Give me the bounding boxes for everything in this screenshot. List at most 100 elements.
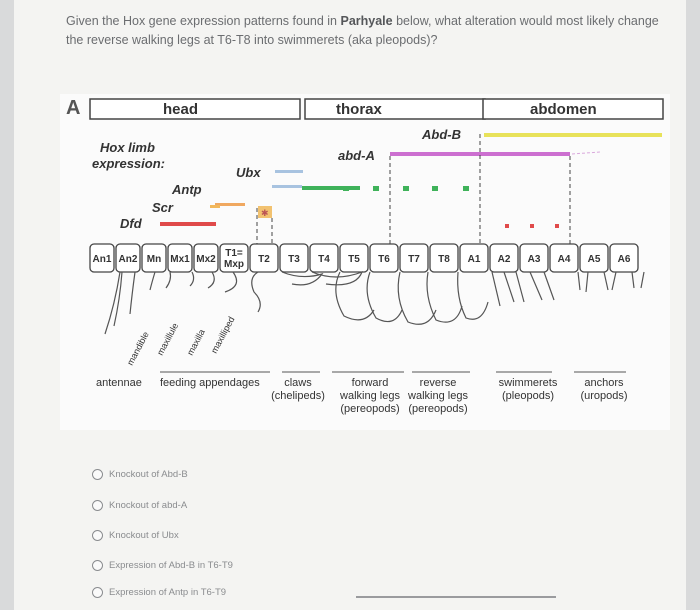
segment-t5: T5: [339, 243, 369, 273]
legend-swimmerets: swimmerets (pleopods): [499, 377, 558, 402]
antp-mxp-box: [258, 206, 272, 218]
label-maxilla: maxilla: [185, 328, 207, 357]
segment-t8: T8: [429, 243, 459, 273]
gene-label-dfd: Dfd: [120, 216, 143, 231]
radio-button[interactable]: [92, 499, 103, 511]
segment-label: T7: [408, 254, 420, 265]
legend-reverse-walking-legs: reverse walking legs (pereopods): [407, 377, 468, 415]
segment-label: T3: [288, 254, 300, 265]
panel-letter: A: [66, 97, 80, 119]
segment-boundaries: [256, 134, 571, 244]
abd-a-dashes: [505, 224, 559, 228]
segment-label: An1: [93, 254, 112, 265]
segment-label: T4: [318, 254, 330, 265]
legend-feeding-appendages: feeding appendages: [160, 377, 260, 389]
legend-antennae: antennae: [96, 377, 142, 389]
segment-label: Mx2: [196, 254, 216, 265]
region-thorax: thorax: [336, 101, 383, 118]
region-head: head: [163, 101, 198, 118]
option-knockout-abd-a[interactable]: Knockout of abd-A: [92, 497, 187, 513]
asterisk-icon: ✱: [261, 208, 269, 218]
segment-label: Mxp: [224, 259, 244, 270]
segment-a6: A6: [609, 243, 639, 273]
region-abdomen: abdomen: [530, 101, 597, 118]
question-part-2: below, what alteration would most likely…: [66, 14, 659, 47]
label-mandible: mandible: [125, 330, 151, 367]
segment-label: T6: [378, 254, 390, 265]
ubx-light-bar-2: [272, 185, 302, 188]
option-label: Expression of Antp in T6-T9: [109, 586, 227, 598]
segment-label: T8: [438, 254, 450, 265]
gene-label-ubx: Ubx: [236, 165, 261, 180]
ubx-expression-bar: [302, 186, 360, 190]
bottom-divider: [356, 596, 556, 598]
segment-mx2: Mx2: [193, 243, 219, 273]
question-text: Given the Hox gene expression patterns f…: [66, 12, 666, 50]
segment-a1: A1: [459, 243, 489, 273]
gene-label-scr: Scr: [152, 200, 174, 215]
antp-expression-bar: [215, 203, 245, 206]
dfd-expression-bar: [160, 222, 216, 226]
region-box-thorax: [304, 98, 486, 120]
ubx-dashes: [343, 186, 469, 191]
segment-mx1: Mx1: [167, 243, 193, 273]
option-label: Expression of Abd-B in T6-T9: [109, 559, 233, 571]
segment-label: T5: [348, 254, 360, 265]
label-maxilliped: maxilliped: [209, 315, 237, 355]
label-maxillule: maxillule: [155, 321, 180, 357]
segment-a4: A4: [549, 243, 579, 273]
region-box-abdomen: [482, 98, 664, 120]
option-knockout-abd-b[interactable]: Knockout of Abd-B: [92, 466, 188, 482]
segment-a5: A5: [579, 243, 609, 273]
radio-button[interactable]: [92, 529, 103, 541]
hox-limb-expression-label: Hox limb expression:: [92, 140, 165, 171]
option-label: Knockout of Ubx: [109, 529, 179, 541]
radio-button[interactable]: [92, 468, 103, 480]
segment-t6: T6: [369, 243, 399, 273]
radio-button[interactable]: [92, 559, 103, 571]
segment-mn: Mn: [141, 243, 167, 273]
segment-label: A4: [558, 254, 571, 265]
hox-diagram: A head thorax abdomen Hox limb expressio…: [66, 97, 664, 415]
segment-label: T1=: [225, 248, 243, 259]
abd-b-expression-bar: [484, 133, 662, 137]
option-expression-abd-b[interactable]: Expression of Abd-B in T6-T9: [92, 557, 233, 573]
segment-t2: T2: [249, 243, 279, 273]
segment-an1: An1: [89, 243, 115, 273]
abd-a-fade: [571, 151, 601, 155]
hox-figure: A head thorax abdomen Hox limb expressio…: [60, 94, 670, 430]
appendage-sketches: [104, 270, 645, 335]
radio-button[interactable]: [92, 586, 103, 598]
segment-label: A6: [618, 254, 631, 265]
segment-label: Mn: [147, 254, 161, 265]
option-label: Knockout of abd-A: [109, 499, 188, 511]
segment-label: T2: [258, 254, 270, 265]
option-expression-antp[interactable]: Expression of Antp in T6-T9: [92, 584, 226, 600]
segment-t4: T4: [309, 243, 339, 273]
option-knockout-ubx[interactable]: Knockout of Ubx: [92, 527, 179, 543]
segment-label: A5: [588, 254, 601, 265]
legend-forward-walking-legs: forward walking legs (pereopods): [339, 377, 400, 415]
segment-t1mxp: T1=Mxp: [219, 243, 249, 273]
segment-an2: An2: [115, 243, 141, 273]
region-box-head: [89, 98, 301, 120]
segment-label: A2: [498, 254, 511, 265]
abd-a-expression-bar: [390, 152, 570, 156]
scr-expression-bar: [210, 205, 220, 208]
segment-label: Mx1: [170, 254, 190, 265]
gene-label-abd-a: abd-A: [338, 148, 375, 163]
legend-claws: claws (chelipeds): [271, 377, 325, 402]
gene-label-abd-b: Abd-B: [421, 127, 461, 142]
segment-a2: A2: [489, 243, 519, 273]
appendage-legend: antennae feeding appendages claws (cheliped…: [96, 377, 628, 415]
segment-t7: T7: [399, 243, 429, 273]
segment-label: An2: [119, 254, 138, 265]
segment-label: A3: [528, 254, 541, 265]
ubx-light-bar: [275, 170, 303, 173]
legend-anchors: anchors (uropods): [580, 377, 627, 402]
question-part-1: Given the Hox gene expression patterns f…: [66, 14, 341, 28]
segment-label: A1: [468, 254, 481, 265]
gene-label-antp: Antp: [171, 182, 202, 197]
segment-a3: A3: [519, 243, 549, 273]
